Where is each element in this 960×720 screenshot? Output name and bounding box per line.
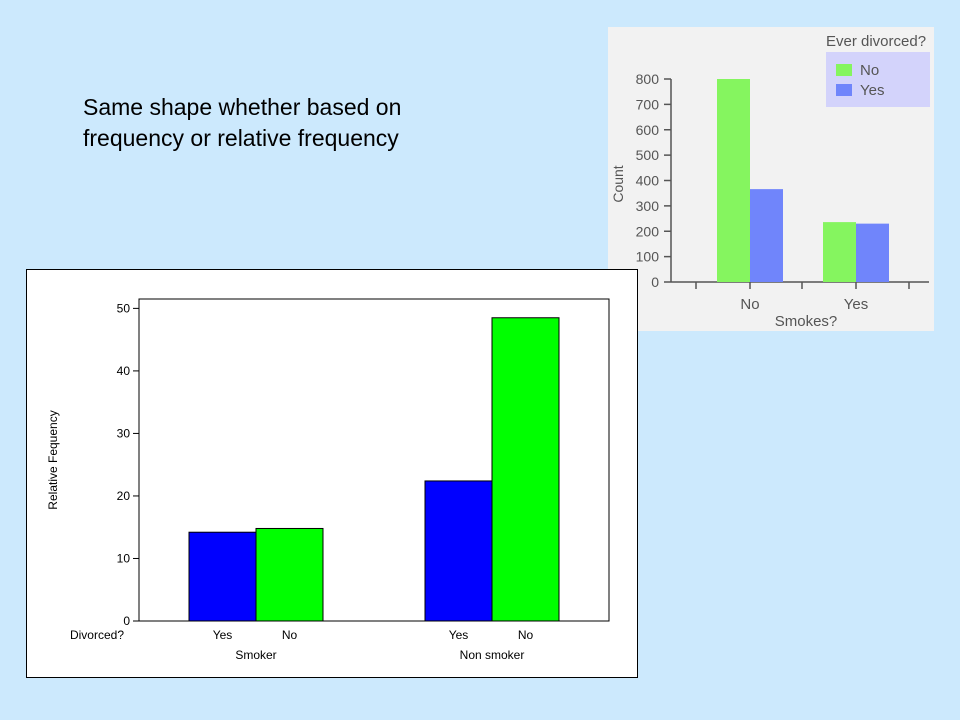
y-tick-label: 100 <box>636 249 660 265</box>
y-axis-title: Count <box>610 165 626 202</box>
legend-swatch <box>836 84 852 96</box>
bar <box>491 317 560 622</box>
x-tick-label: Yes <box>213 628 233 642</box>
legend-box <box>826 52 930 107</box>
caption-line-2: frequency or relative frequency <box>83 125 399 151</box>
legend-label: Yes <box>860 82 884 99</box>
x-tick-label: No <box>282 628 298 642</box>
y-tick-label: 0 <box>123 614 130 628</box>
count-chart-svg: 0 100 200 300 400 500 600 700 800 Count No Yes Smoke… <box>610 33 930 330</box>
y-tick-label: 0 <box>651 274 659 290</box>
y-tick-label: 800 <box>636 71 660 87</box>
y-tick-label: 700 <box>636 96 660 112</box>
y-tick-label: 10 <box>117 551 131 565</box>
relative-frequency-bar-chart: 0 10 20 30 40 50 Relative Fequency Yes No Smoker Y… <box>26 269 638 678</box>
category-label: Smoker <box>235 648 276 662</box>
bar <box>750 189 783 282</box>
bar <box>188 531 257 622</box>
bar <box>424 480 493 622</box>
legend-swatch <box>836 64 852 76</box>
y-tick-label: 50 <box>117 301 131 315</box>
bar <box>717 79 750 282</box>
y-tick-label: 20 <box>117 489 131 503</box>
y-tick-label: 300 <box>636 198 660 214</box>
x-tick-label: No <box>740 296 759 313</box>
y-tick-label: 200 <box>636 223 660 239</box>
y-tick-label: 600 <box>636 122 660 138</box>
y-axis-title: Relative Fequency <box>46 410 60 509</box>
plot-frame <box>138 298 610 622</box>
x-tick-label: Yes <box>449 628 469 642</box>
category-label: Non smoker <box>460 648 525 662</box>
x-tick-label: No <box>518 628 534 642</box>
bar <box>823 222 856 282</box>
y-tick-label: 30 <box>117 426 131 440</box>
y-tick-label: 500 <box>636 147 660 163</box>
row-label: Divorced? <box>70 628 124 642</box>
count-bar-chart: 0 100 200 300 400 500 600 700 800 Count No Yes Smoke… <box>608 27 934 331</box>
legend-title: Ever divorced? <box>826 33 926 50</box>
y-tick-label: 400 <box>636 173 660 189</box>
x-tick-label: Yes <box>844 296 868 313</box>
y-tick-label: 40 <box>117 364 131 378</box>
bar <box>856 223 889 282</box>
bar <box>255 527 324 622</box>
caption-line-1: Same shape whether based on <box>83 94 402 120</box>
slide-caption: Same shape whether based on frequency or… <box>83 92 503 154</box>
legend-label: No <box>860 62 879 79</box>
x-axis-title: Smokes? <box>775 313 838 330</box>
